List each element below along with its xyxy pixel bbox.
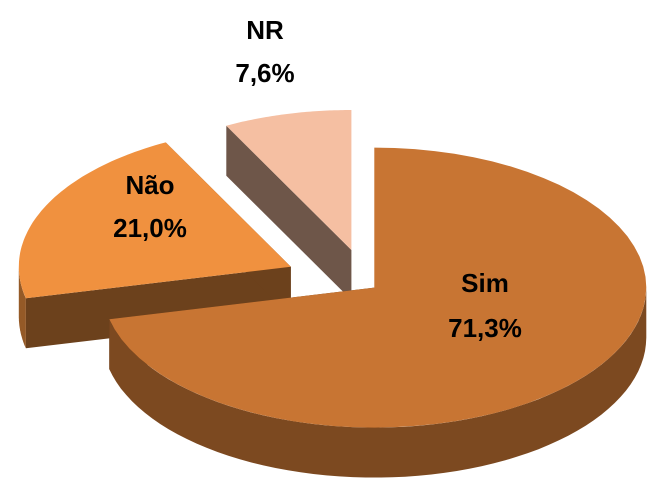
slice-label: Não <box>125 170 174 200</box>
slice <box>109 147 647 428</box>
slice <box>226 110 352 250</box>
slice <box>18 142 291 299</box>
slice-wall <box>18 266 26 349</box>
slice-value-label: 71,3% <box>448 313 522 343</box>
slice-side <box>25 266 291 349</box>
slice-value-label: 7,6% <box>235 58 294 88</box>
slice-wall <box>109 287 647 478</box>
slice-label: NR <box>246 15 284 45</box>
slice-side <box>226 125 352 300</box>
slice-value-label: 21,0% <box>113 213 187 243</box>
slice-label: Sim <box>461 268 509 298</box>
